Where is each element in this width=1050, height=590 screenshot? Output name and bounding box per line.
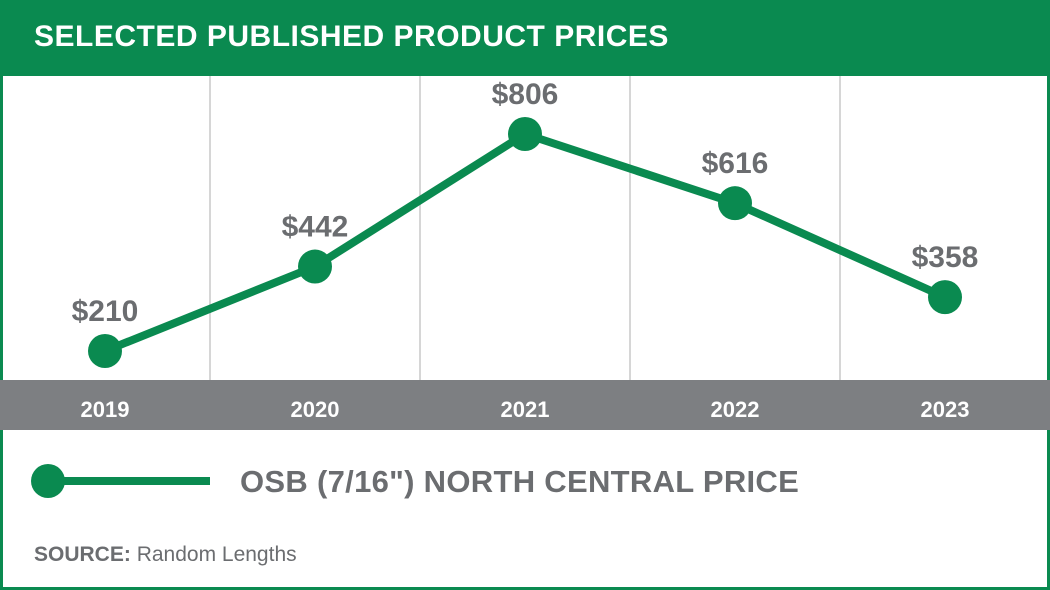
- data-label-2021: $806: [492, 78, 559, 111]
- legend-line-marker: [31, 464, 210, 498]
- gridlines: [209, 76, 841, 380]
- x-tick-labels: 2019 2020 2021 2022 2023: [81, 397, 970, 422]
- data-label-2020: $442: [282, 211, 349, 244]
- source-prefix: SOURCE:: [34, 543, 131, 566]
- legend-label: OSB (7/16") NORTH CENTRAL PRICE: [240, 464, 800, 499]
- data-label-2023: $358: [912, 241, 979, 274]
- x-tick-2022: 2022: [711, 397, 760, 422]
- x-tick-2020: 2020: [291, 397, 340, 422]
- data-point-2021: [508, 117, 542, 151]
- data-points: [88, 117, 962, 368]
- x-tick-2019: 2019: [81, 397, 130, 422]
- data-label-2022: $616: [702, 147, 769, 180]
- x-tick-2021: 2021: [501, 397, 550, 422]
- source-note: SOURCE: Random Lengths: [34, 543, 297, 567]
- data-labels: $210 $442 $806 $616 $358: [72, 78, 979, 328]
- data-point-2023: [928, 280, 962, 315]
- data-point-2022: [718, 186, 752, 221]
- source-text: Random Lengths: [136, 543, 297, 566]
- data-label-2019: $210: [72, 295, 139, 328]
- series-line-group: [101, 130, 949, 355]
- legend-dot: [31, 464, 65, 498]
- x-axis-band: [0, 380, 1050, 430]
- data-point-2020: [298, 249, 332, 284]
- header-bar: SELECTED PUBLISHED PRODUCT PRICES: [0, 0, 1050, 76]
- x-tick-2023: 2023: [921, 397, 970, 422]
- data-point-2019: [88, 334, 122, 368]
- line-chart: $210 $442 $806 $616 $358 2019 2020 2021 2022 202…: [72, 76, 979, 422]
- chart-title: SELECTED PUBLISHED PRODUCT PRICES: [34, 20, 669, 53]
- series-line: [101, 130, 949, 355]
